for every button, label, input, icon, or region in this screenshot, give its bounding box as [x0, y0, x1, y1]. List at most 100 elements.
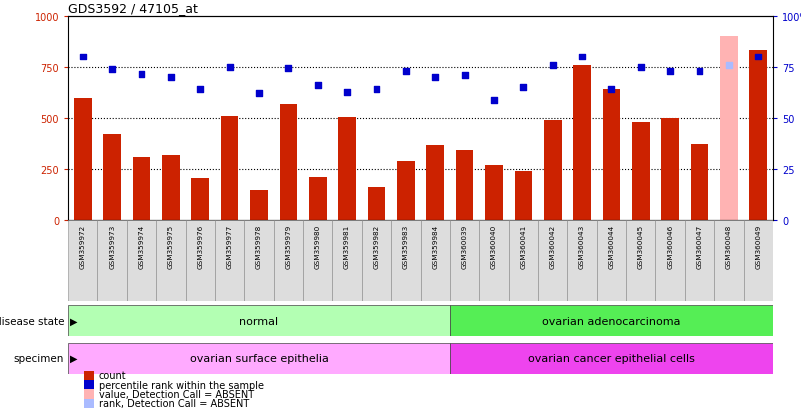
Point — [370, 87, 383, 93]
Bar — [750, 51, 767, 221]
Text: GSM360043: GSM360043 — [579, 224, 585, 268]
Text: GSM360045: GSM360045 — [638, 224, 644, 268]
Point — [429, 74, 441, 81]
Bar — [655, 221, 685, 301]
Text: GSM359981: GSM359981 — [344, 224, 350, 268]
Bar — [479, 221, 509, 301]
Bar — [274, 221, 303, 301]
Bar — [332, 221, 362, 301]
Bar — [191, 179, 209, 221]
Bar — [456, 150, 473, 221]
Point — [252, 91, 265, 97]
Bar — [632, 123, 650, 221]
Bar — [133, 158, 151, 221]
Text: GSM359972: GSM359972 — [80, 224, 86, 268]
Point — [400, 69, 413, 75]
Bar — [280, 104, 297, 221]
Point — [312, 83, 324, 89]
Bar — [68, 221, 98, 301]
Bar — [362, 221, 391, 301]
Bar — [215, 221, 244, 301]
Text: ovarian cancer epithelial cells: ovarian cancer epithelial cells — [528, 353, 694, 363]
Point — [693, 69, 706, 75]
Point — [340, 90, 353, 97]
Bar — [509, 221, 538, 301]
Point — [605, 87, 618, 93]
Text: ▶: ▶ — [70, 316, 77, 326]
Text: GSM360039: GSM360039 — [461, 224, 468, 268]
Bar — [68, 343, 450, 374]
Point — [76, 54, 89, 61]
Bar — [244, 221, 274, 301]
Bar — [156, 221, 186, 301]
Text: GDS3592 / 47105_at: GDS3592 / 47105_at — [68, 2, 198, 15]
Point — [576, 54, 589, 61]
Text: disease state: disease state — [0, 316, 64, 326]
Bar — [485, 166, 503, 221]
Bar — [186, 221, 215, 301]
Bar — [250, 190, 268, 221]
Text: GSM359979: GSM359979 — [285, 224, 292, 268]
Bar — [743, 221, 773, 301]
Bar — [450, 343, 773, 374]
Text: value, Detection Call = ABSENT: value, Detection Call = ABSENT — [99, 389, 254, 399]
Text: GSM359974: GSM359974 — [139, 224, 144, 268]
Bar — [162, 156, 179, 221]
Point — [458, 73, 471, 79]
Text: ▶: ▶ — [70, 353, 77, 363]
Text: GSM360040: GSM360040 — [491, 224, 497, 268]
Bar — [597, 221, 626, 301]
Bar — [662, 119, 679, 221]
Text: normal: normal — [239, 316, 279, 326]
Bar — [574, 66, 591, 221]
Bar — [450, 221, 479, 301]
Point — [135, 71, 148, 78]
Text: GSM359973: GSM359973 — [109, 224, 115, 268]
Bar — [450, 306, 773, 337]
Bar — [127, 221, 156, 301]
Point — [546, 62, 559, 69]
Bar — [421, 221, 450, 301]
Point — [723, 62, 735, 69]
Bar — [221, 117, 239, 221]
Bar — [391, 221, 421, 301]
Text: GSM359983: GSM359983 — [403, 224, 409, 268]
Bar — [567, 221, 597, 301]
Text: percentile rank within the sample: percentile rank within the sample — [99, 380, 264, 390]
Text: GSM359980: GSM359980 — [315, 224, 320, 268]
Text: specimen: specimen — [14, 353, 64, 363]
Text: GSM359976: GSM359976 — [197, 224, 203, 268]
Bar — [426, 145, 444, 221]
Bar — [368, 187, 385, 221]
Point — [664, 69, 677, 75]
Bar — [98, 221, 127, 301]
Bar — [626, 221, 655, 301]
Bar — [720, 37, 738, 221]
Text: GSM360042: GSM360042 — [549, 224, 556, 268]
Text: GSM360048: GSM360048 — [726, 224, 732, 268]
Text: GSM360049: GSM360049 — [755, 224, 761, 268]
Bar — [74, 98, 91, 221]
Bar — [103, 135, 121, 221]
Text: GSM360046: GSM360046 — [667, 224, 673, 268]
Bar — [685, 221, 714, 301]
Bar — [602, 90, 620, 221]
Text: GSM360047: GSM360047 — [697, 224, 702, 268]
Bar — [303, 221, 332, 301]
Bar — [309, 178, 327, 221]
Text: GSM359977: GSM359977 — [227, 224, 232, 268]
Bar — [538, 221, 567, 301]
Text: ovarian adenocarcinoma: ovarian adenocarcinoma — [542, 316, 681, 326]
Bar — [68, 306, 450, 337]
Text: GSM359975: GSM359975 — [168, 224, 174, 268]
Bar — [397, 161, 415, 221]
Text: ovarian surface epithelia: ovarian surface epithelia — [190, 353, 328, 363]
Bar — [514, 172, 532, 221]
Point — [282, 65, 295, 72]
Text: rank, Detection Call = ABSENT: rank, Detection Call = ABSENT — [99, 398, 249, 408]
Point — [106, 66, 119, 73]
Point — [164, 74, 177, 81]
Point — [223, 64, 236, 71]
Text: GSM360041: GSM360041 — [521, 224, 526, 268]
Text: count: count — [99, 370, 126, 380]
